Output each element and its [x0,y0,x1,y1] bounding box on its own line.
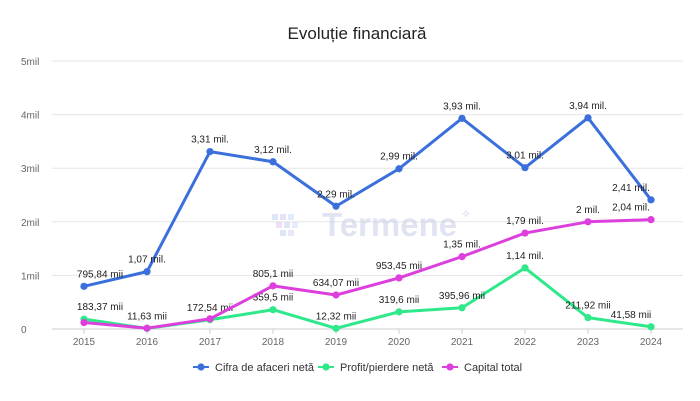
x-tick-label: 2023 [577,337,600,348]
data-point[interactable] [206,147,214,156]
data-label: 3,01 mil. [506,151,544,162]
series-3: 805,1 mii 634,07 mii 953,45 mii 1,35 mil. 1,… [80,203,655,332]
data-label: 319,6 mii [379,295,420,306]
data-point[interactable] [647,196,655,204]
data-point[interactable] [647,323,655,331]
data-label: 805,1 mii [253,269,294,280]
data-label: 2 mil. [576,205,600,216]
grid-lines [52,60,683,330]
y-tick-label: 3mil [21,164,39,175]
data-point[interactable] [269,306,277,314]
data-point[interactable] [332,324,340,332]
legend-label: Profit/pierdere netă [340,362,434,374]
data-point[interactable] [395,308,403,316]
data-point[interactable] [80,318,88,327]
data-point[interactable] [458,253,466,261]
x-tick-label: 2019 [325,337,348,348]
data-point[interactable] [206,315,214,323]
x-tick-label: 2021 [451,337,474,348]
y-tick-label: 1mil [21,271,39,282]
x-axis-ticks: 2015 2016 2017 2018 2019 2020 2021 2022 2023 2024 [73,329,663,348]
legend-swatch-marker [322,363,330,371]
legend-swatch-marker [446,363,454,371]
data-point[interactable] [458,304,466,312]
watermark-text: Termene [322,206,457,243]
x-tick-label: 2015 [73,337,96,348]
data-point[interactable] [143,324,151,332]
data-label: 12,32 mii [316,311,357,322]
data-point[interactable] [143,268,151,276]
data-label: 1,14 mil. [506,251,544,262]
y-axis-ticks: 0 1mil 2mil 3mil 4mil 5mil [21,57,39,336]
chart-title: Evoluție financiară [288,24,427,43]
data-point[interactable] [584,218,592,226]
data-label: 359,5 mii [253,293,294,304]
data-label: 172,54 mii [187,303,233,314]
data-point[interactable] [521,229,529,237]
data-point[interactable] [647,216,655,224]
x-tick-label: 2017 [199,337,222,348]
y-tick-label: 5mil [21,57,39,68]
series-line [83,116,653,288]
legend-label: Capital total [464,362,522,374]
legend-item-2[interactable]: Profit/pierdere netă [318,362,434,374]
data-label: 2,99 mil. [380,152,418,163]
x-tick-label: 2018 [262,337,285,348]
y-tick-label: 0 [21,325,27,336]
data-label: 2,04 mil. [612,203,650,214]
data-label: 1,07 mil. [128,255,166,266]
data-point[interactable] [80,282,88,290]
data-label: 41,58 mii [611,310,652,321]
data-label: 2,41 mil. [612,183,650,194]
y-tick-label: 4mil [21,111,39,122]
x-tick-label: 2024 [640,337,663,348]
data-label: 634,07 mii [313,278,359,289]
data-label: 395,96 mii [439,291,485,302]
legend-label: Cifra de afaceri netă [215,362,315,374]
data-point[interactable] [521,164,529,172]
y-tick-label: 2mil [21,218,39,229]
legend: Cifra de afaceri netă Profit/pierdere net… [193,362,522,374]
data-label: 11,63 mii [127,311,167,322]
data-point[interactable] [521,264,529,272]
series-layer: 795,84 mii 1,07 mil. 3,31 mil. 3,12 mil. 2,2… [77,101,655,332]
data-point[interactable] [458,114,466,122]
data-label: 211,92 mii [565,301,610,312]
data-label: 953,45 mii [376,261,422,272]
data-point[interactable] [395,165,403,173]
series-1: 795,84 mii 1,07 mil. 3,31 mil. 3,12 mil. 2,2… [77,101,655,290]
data-label: 1,79 mil. [506,216,544,227]
data-label: 3,94 mil. [569,101,607,112]
legend-item-3[interactable]: Capital total [442,362,522,374]
data-point[interactable] [395,274,403,282]
data-label: 183,37 mii [77,302,123,313]
watermark-logo-icon [272,214,298,236]
data-point[interactable] [332,202,340,210]
watermark: Termene ✧ [272,206,471,243]
series-line [83,266,652,330]
x-tick-label: 2016 [136,337,159,348]
legend-swatch-marker [197,363,205,371]
data-label: 795,84 mii [77,269,123,280]
data-label: 3,93 mil. [443,101,481,112]
data-label: 3,31 mil. [191,135,229,146]
x-tick-label: 2020 [388,337,411,348]
data-point[interactable] [332,291,340,299]
series-line [83,218,652,330]
x-tick-label: 2022 [514,337,537,348]
data-label: 1,35 mil. [443,240,481,251]
data-point[interactable] [269,282,277,290]
data-label: 2,29 mil. [317,189,355,200]
watermark-sparkle-icon: ✧ [461,207,471,221]
data-point[interactable] [269,158,277,166]
legend-item-1[interactable]: Cifra de afaceri netă [193,362,315,374]
data-point[interactable] [584,114,592,122]
data-point[interactable] [584,314,592,322]
data-label: 3,12 mil. [254,145,292,156]
